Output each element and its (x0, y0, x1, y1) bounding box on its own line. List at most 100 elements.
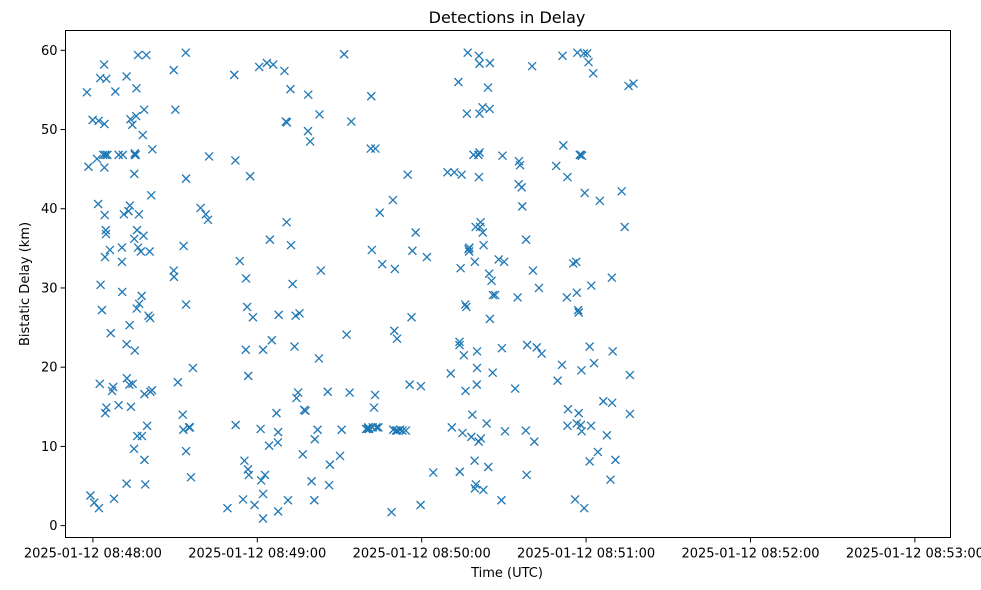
data-point (522, 340, 532, 350)
data-point (513, 293, 523, 302)
data-point (268, 60, 278, 70)
data-point (114, 150, 124, 160)
data-point (170, 105, 180, 115)
data-point (456, 263, 466, 273)
data-point (403, 170, 413, 180)
chart-title: Detections in Delay (429, 8, 586, 27)
data-point (133, 50, 143, 60)
data-point (490, 290, 500, 300)
data-point (137, 431, 147, 441)
data-point (475, 148, 484, 157)
data-point (178, 425, 188, 435)
data-point (288, 279, 298, 289)
data-point (483, 462, 493, 472)
data-point (463, 48, 473, 58)
data-point (563, 404, 573, 414)
data-point (557, 360, 567, 370)
data-point (132, 431, 142, 441)
data-point (117, 287, 127, 297)
data-point (572, 288, 582, 298)
data-point (607, 273, 617, 283)
data-point (324, 480, 334, 490)
data-point (84, 162, 93, 172)
data-point (303, 90, 313, 100)
data-point (470, 257, 480, 267)
data-point (292, 393, 301, 403)
data-point (398, 426, 407, 436)
data-point (593, 447, 603, 457)
data-point (128, 379, 138, 389)
data-point (462, 109, 472, 119)
x-tick-label: 2025-01-12 08:49:00 (188, 547, 326, 562)
data-point (624, 81, 634, 91)
data-point (339, 49, 349, 59)
data-point (124, 206, 133, 216)
data-point (229, 70, 239, 80)
y-tick-label: 10 (41, 440, 58, 455)
data-point (105, 245, 115, 255)
data-point (260, 470, 270, 480)
data-point (283, 495, 293, 505)
data-point (528, 266, 538, 275)
data-point (579, 503, 589, 513)
data-point (147, 385, 157, 395)
data-point (258, 514, 268, 523)
data-point (579, 49, 589, 58)
data-point (124, 380, 134, 390)
y-axis: 0 10 20 30 40 50 60 (41, 44, 66, 534)
data-point (323, 387, 333, 397)
data-point (517, 182, 527, 192)
data-point (585, 456, 595, 466)
data-point (475, 109, 484, 119)
data-point (370, 390, 380, 400)
data-point (478, 102, 487, 112)
data-point (101, 150, 110, 160)
data-point (325, 460, 335, 470)
data-point (586, 421, 596, 431)
y-tick-label: 50 (41, 123, 58, 138)
data-point (595, 196, 605, 206)
data-point (473, 150, 483, 160)
data-point (580, 188, 590, 198)
data-point (488, 368, 498, 378)
y-tick-label: 20 (41, 361, 58, 376)
data-point (256, 476, 266, 485)
data-point (231, 420, 241, 430)
data-point (238, 495, 248, 504)
data-point (97, 305, 107, 315)
data-point (517, 201, 527, 211)
data-point (313, 425, 323, 435)
data-point (282, 117, 292, 127)
data-point (131, 111, 141, 121)
data-point (617, 186, 627, 196)
data-point (562, 421, 572, 431)
data-point (298, 449, 308, 459)
data-point (574, 408, 584, 418)
data-point (482, 418, 492, 428)
data-point (467, 410, 477, 420)
data-point (145, 313, 155, 323)
data-point (273, 506, 283, 516)
data-point (117, 243, 127, 253)
data-point (629, 79, 638, 89)
data-point (407, 246, 417, 256)
data-point (389, 326, 399, 336)
data-point (521, 426, 531, 436)
data-point (108, 382, 118, 392)
data-point (258, 345, 268, 355)
data-point (585, 342, 595, 352)
data-point (446, 369, 456, 378)
y-tick-label: 0 (49, 519, 57, 534)
data-point (498, 151, 507, 161)
data-point (142, 421, 152, 431)
data-point (610, 455, 620, 465)
data-point (466, 432, 476, 442)
data-point (203, 215, 213, 225)
data-point (407, 312, 417, 322)
data-point (475, 59, 484, 69)
data-point (485, 314, 495, 324)
data-point (101, 403, 111, 413)
x-tick-label: 2025-01-12 08:52:00 (681, 547, 819, 562)
data-point (254, 62, 264, 72)
data-point (568, 258, 578, 268)
